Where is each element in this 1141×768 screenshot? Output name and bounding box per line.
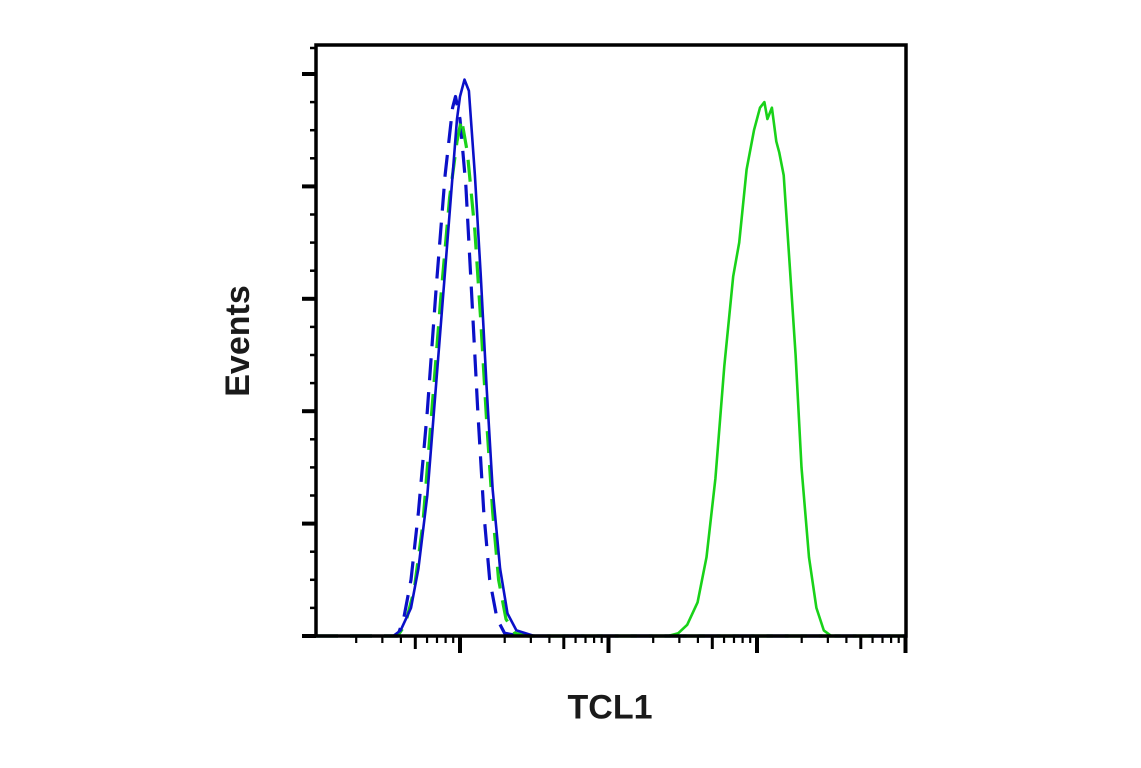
histogram-curves — [316, 78, 906, 638]
x-axis-label: TCL1 — [567, 688, 653, 727]
y-axis-label: Events — [219, 285, 257, 397]
series-blue-dashed — [316, 94, 906, 638]
x-axis-ticks — [355, 636, 908, 653]
y-axis-ticks — [302, 46, 316, 638]
series-blue-solid — [316, 78, 906, 638]
series-green-dashed — [316, 117, 906, 638]
series-green-solid — [316, 100, 906, 638]
axes-frame — [314, 43, 908, 638]
